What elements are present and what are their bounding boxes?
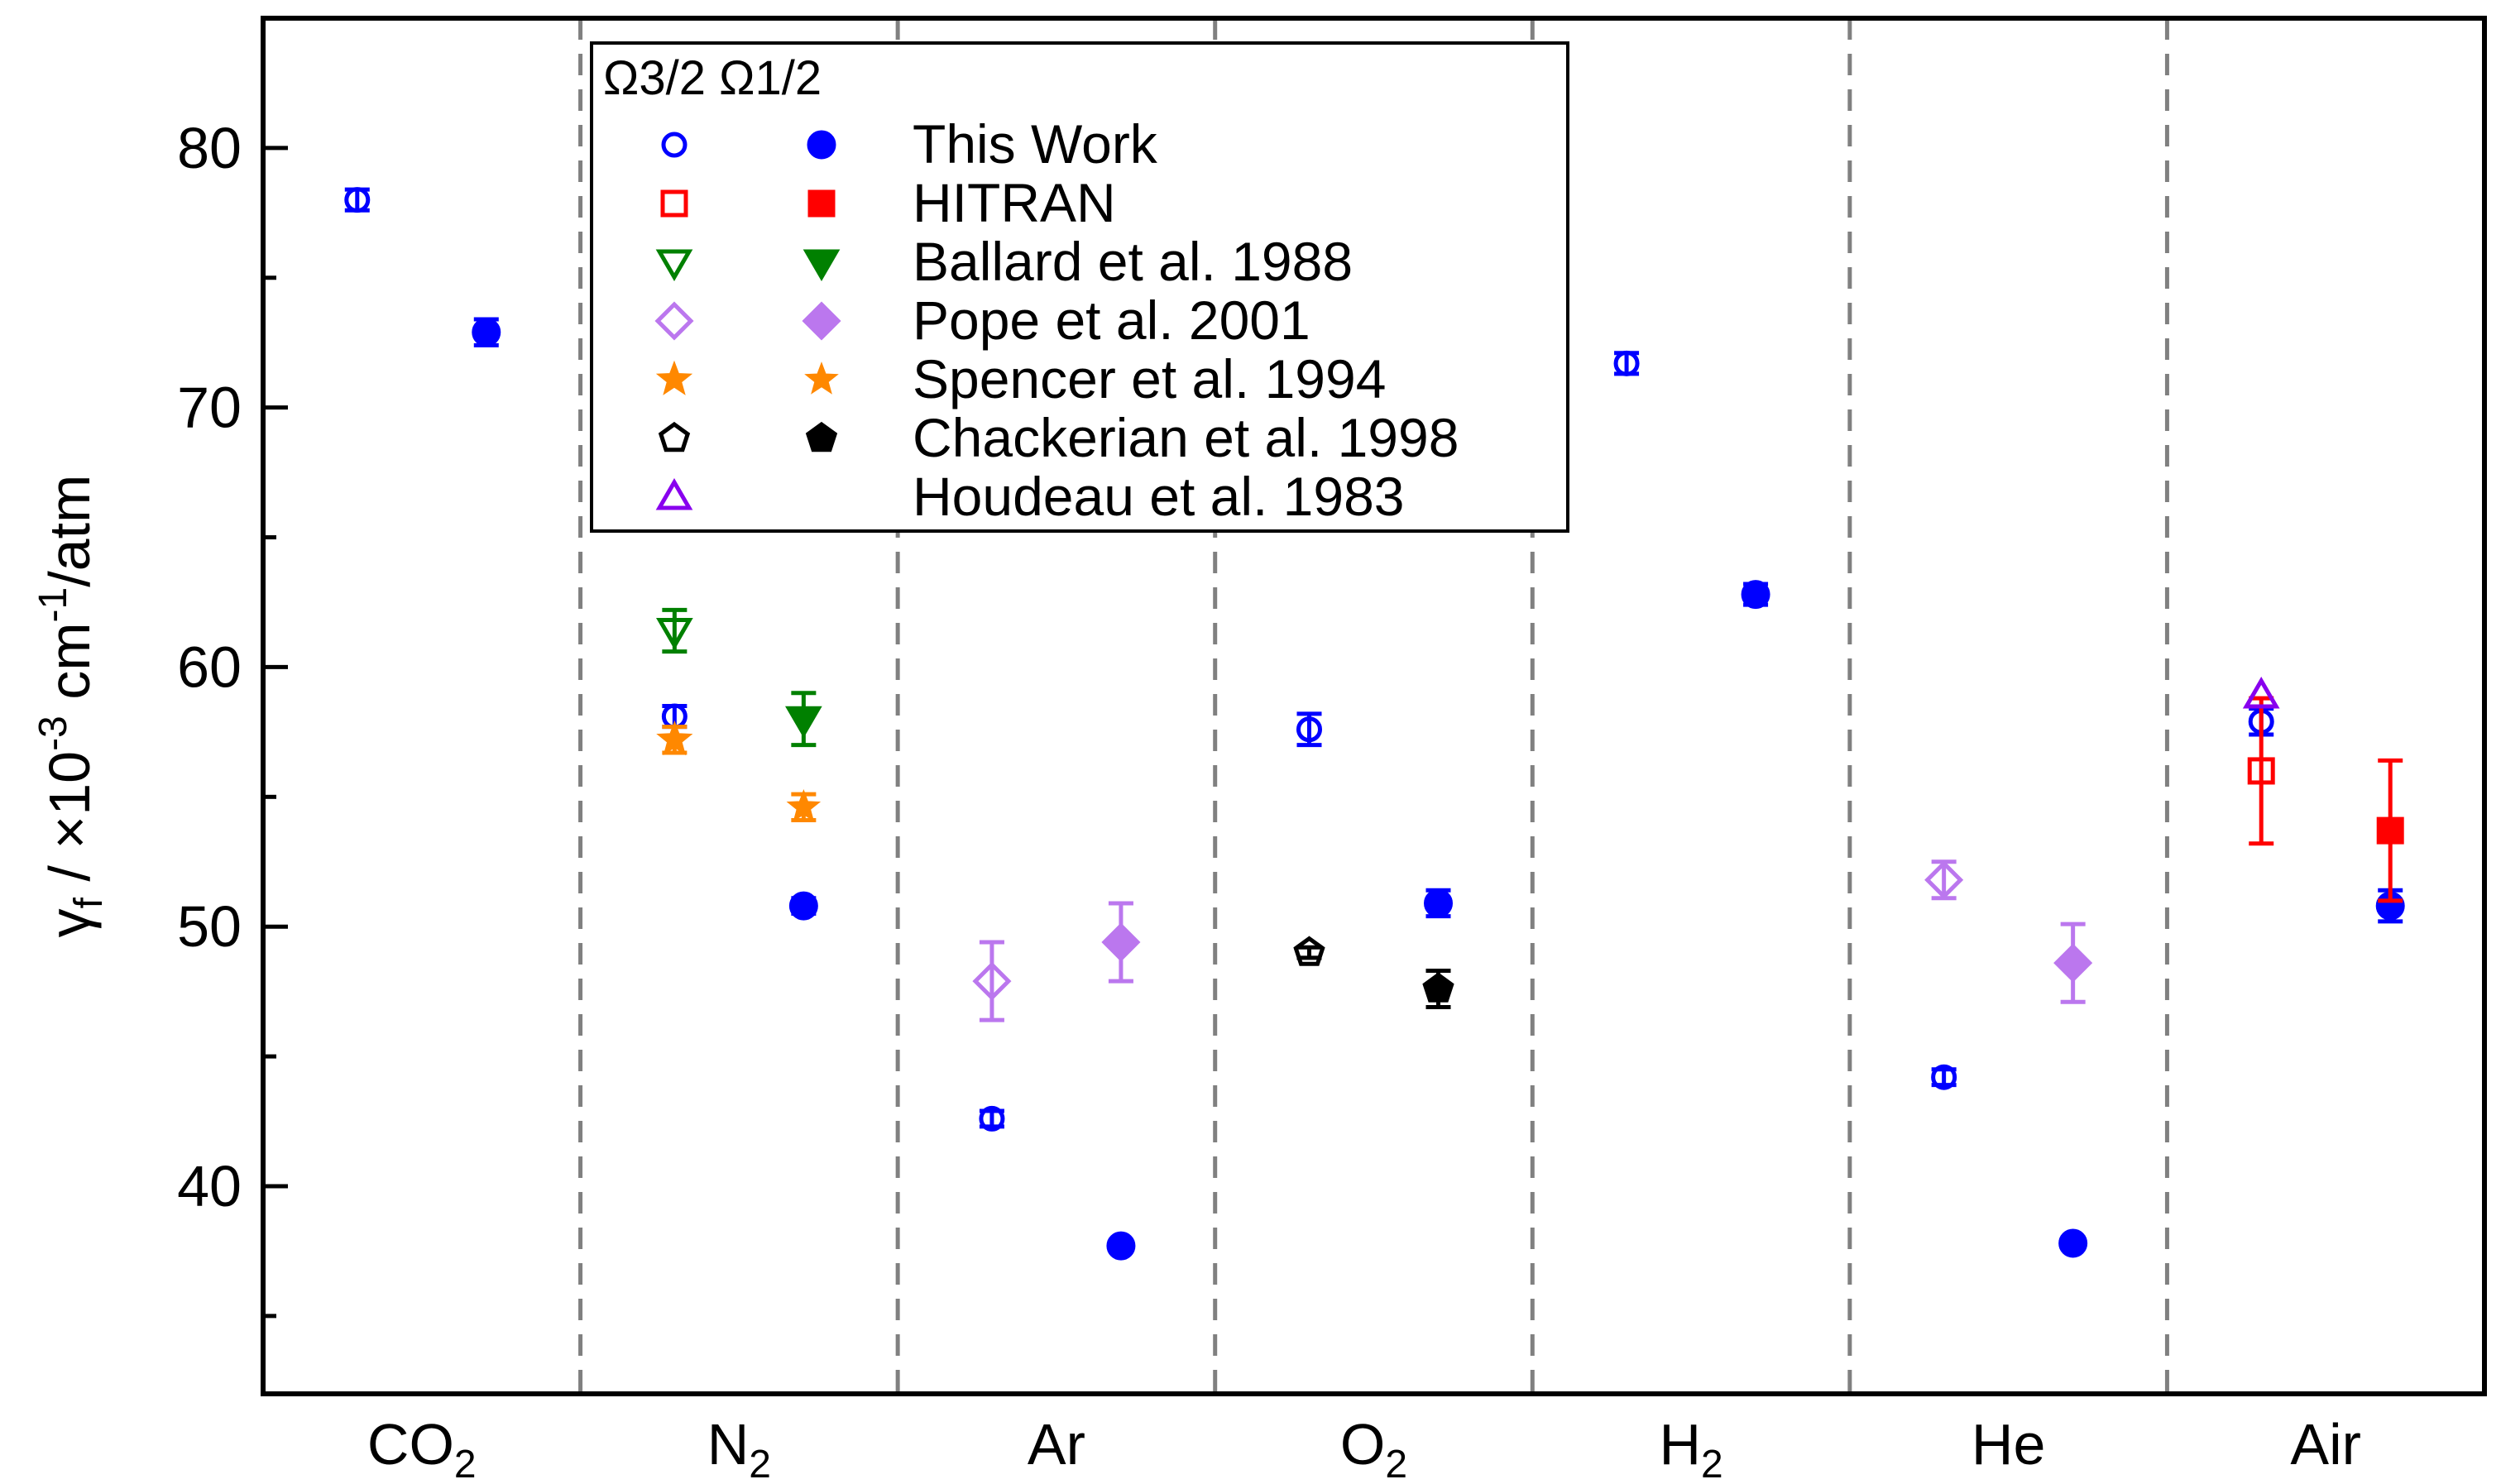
data-point	[1422, 972, 1454, 1003]
legend-label: This Work	[913, 113, 1158, 175]
data-point	[972, 961, 1012, 1001]
data-point	[472, 318, 501, 347]
legend-marker-open	[661, 132, 688, 158]
series-5	[1293, 936, 1454, 1009]
data-marks	[344, 187, 2405, 1261]
data-point	[979, 1105, 1005, 1132]
x-tick-label: Air	[2290, 1412, 2361, 1477]
legend-marker-filled	[805, 421, 838, 452]
legend-entry: Ballard et al. 1988	[655, 231, 1353, 292]
legend-entry: HITRAN	[660, 172, 1116, 233]
legend-entry: Pope et al. 2001	[654, 290, 1310, 351]
series-2	[656, 607, 822, 748]
legend-entry: Chackerian et al. 1998	[658, 407, 1459, 468]
data-point	[1293, 936, 1325, 966]
legend-label: Ballard et al. 1988	[913, 231, 1353, 292]
legend-marker-open	[658, 421, 691, 452]
legend-marker-filled	[803, 249, 841, 281]
data-point	[1613, 350, 1640, 376]
y-axis-label: γf / ×10-3 cm-1/atm	[31, 475, 111, 938]
legend-box	[590, 41, 1569, 533]
legend-marker-filled	[807, 130, 836, 160]
data-point	[2053, 943, 2093, 983]
series-0	[344, 187, 2405, 1261]
legend-marker-filled	[807, 189, 836, 218]
legend-entry: Houdeau et al. 1983	[655, 466, 1404, 527]
x-tick-label: O2	[1340, 1412, 1407, 1484]
data-point	[1924, 860, 1964, 900]
data-point	[2242, 676, 2280, 709]
legend-marker-filled	[804, 361, 839, 395]
legend-marker-open	[655, 249, 693, 281]
plot-frame	[261, 16, 2487, 1396]
series-1	[2247, 696, 2404, 903]
y-tick-label: 40	[177, 1154, 242, 1218]
data-point	[344, 187, 371, 213]
data-point	[788, 891, 818, 921]
series-3	[972, 859, 2093, 1022]
data-point	[1296, 716, 1322, 743]
y-tick-label: 80	[177, 116, 242, 180]
x-axis: CO2 N2 Ar O2 H2 He Air	[367, 1412, 2361, 1484]
legend-marker-open	[655, 360, 693, 395]
data-point	[1931, 1064, 1957, 1090]
legend-marker-filled	[802, 301, 841, 341]
data-point	[2247, 757, 2275, 785]
x-tick-label: CO2	[367, 1412, 477, 1484]
data-point	[1101, 922, 1141, 962]
legend-label: Pope et al. 2001	[913, 290, 1310, 351]
data-point	[2058, 1228, 2088, 1258]
legend-marker-open	[655, 478, 693, 510]
y-tick-label: 60	[177, 634, 242, 699]
legend-header: Ω3/2 Ω1/2	[603, 51, 822, 105]
data-point	[1424, 888, 1453, 918]
x-tick-label: He	[1972, 1412, 2045, 1477]
x-tick-label: Ar	[1028, 1412, 1085, 1477]
legend-marker-open	[660, 189, 688, 218]
legend-entry: Spencer et al. 1994	[655, 348, 1386, 409]
legend-label: Chackerian et al. 1998	[913, 407, 1459, 468]
y-tick-label: 70	[177, 376, 242, 440]
legend-label: HITRAN	[913, 172, 1116, 233]
y-axis: 40 50 60 70 80	[177, 116, 288, 1319]
x-tick-label: N2	[707, 1412, 771, 1484]
legend-marker-open	[654, 301, 694, 341]
x-tick-label: H2	[1659, 1412, 1722, 1484]
data-point	[1741, 580, 1770, 610]
series-6	[2242, 676, 2280, 709]
data-point	[656, 618, 693, 650]
data-point	[785, 706, 822, 739]
legend-entry: This Work	[661, 113, 1158, 175]
data-point	[1106, 1231, 1136, 1261]
data-point	[656, 720, 693, 756]
y-tick-label: 50	[177, 894, 242, 959]
data-point	[786, 789, 822, 822]
legend-label: Spencer et al. 1994	[913, 348, 1386, 409]
data-point	[2376, 816, 2404, 845]
legend-label: Houdeau et al. 1983	[913, 466, 1404, 527]
series-4	[656, 720, 822, 823]
